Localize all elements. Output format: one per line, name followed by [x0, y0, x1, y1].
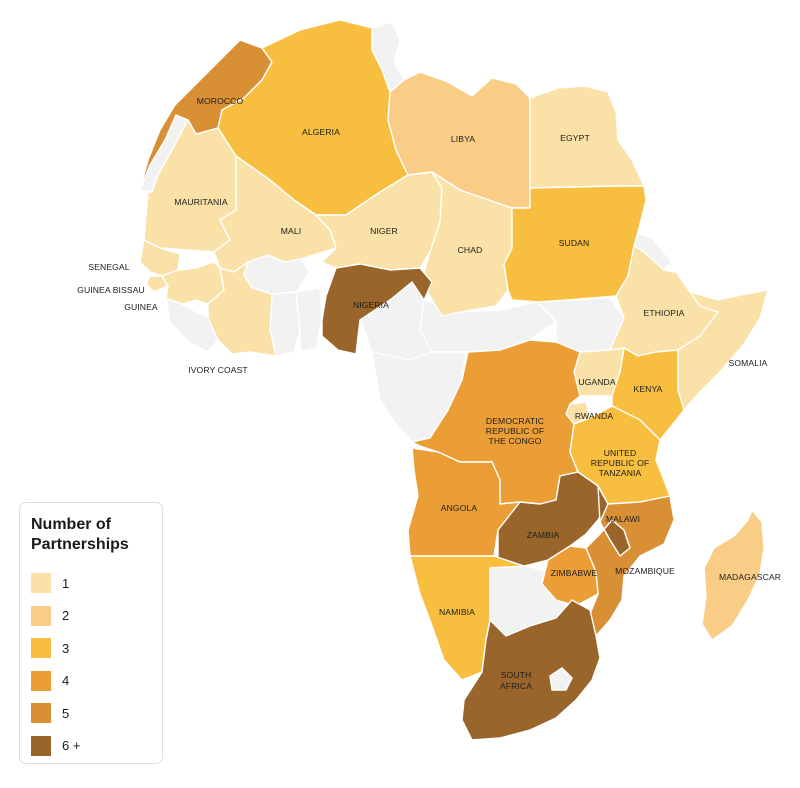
legend-item: 2 — [31, 600, 162, 633]
country-kenya[interactable] — [611, 347, 685, 441]
label-zimbabwe: ZIMBABWE — [551, 568, 598, 578]
svg-text:REPUBLIC OF: REPUBLIC OF — [486, 426, 544, 436]
country-somalia[interactable] — [677, 289, 769, 411]
legend-label: 6 + — [62, 738, 81, 754]
legend: Number of Partnerships 1 2 3 4 5 6 + — [19, 502, 163, 764]
country-zimbabwe[interactable] — [541, 545, 599, 607]
svg-text:UNITED: UNITED — [604, 448, 637, 458]
label-drc: DEMOCRATIC REPUBLIC OF THE CONGO — [486, 416, 544, 446]
label-ethiopia: ETHIOPIA — [644, 308, 685, 318]
legend-label: 1 — [62, 575, 70, 591]
legend-item: 3 — [31, 632, 162, 665]
no-data-countries — [139, 21, 673, 691]
country-ivory-coast[interactable] — [207, 261, 277, 357]
legend-swatch — [31, 735, 51, 756]
country-niger[interactable] — [315, 171, 443, 271]
country-mali[interactable] — [213, 155, 337, 273]
label-madagascar: MADAGASCAR — [719, 572, 781, 582]
country-mozambique[interactable] — [585, 495, 675, 637]
label-libya: LIBYA — [451, 134, 475, 144]
label-niger: NIGER — [370, 226, 398, 236]
legend-title: Number of Partnerships — [31, 516, 129, 553]
label-guinea: GUINEA — [124, 302, 158, 312]
country-sudan[interactable] — [503, 185, 647, 303]
label-malawi: MALAWI — [606, 514, 640, 524]
label-chad: CHAD — [458, 245, 483, 255]
label-mozambique: MOZAMBIQUE — [615, 566, 675, 576]
label-morocco: MOROCCO — [197, 96, 244, 106]
svg-text:THE CONGO: THE CONGO — [489, 436, 542, 446]
svg-text:TANZANIA: TANZANIA — [599, 468, 642, 478]
label-kenya: KENYA — [634, 384, 663, 394]
country-sierra-leone-liberia — [165, 297, 219, 353]
country-guinea-bissau[interactable] — [145, 275, 169, 293]
label-somalia: SOMALIA — [729, 358, 768, 368]
country-nigeria[interactable] — [321, 263, 433, 355]
label-ivory-coast: IVORY COAST — [188, 365, 248, 375]
country-madagascar[interactable] — [701, 509, 765, 641]
label-nigeria: NIGERIA — [353, 300, 389, 310]
label-algeria: ALGERIA — [302, 127, 340, 137]
svg-text:REPUBLIC OF: REPUBLIC OF — [591, 458, 649, 468]
label-angola: ANGOLA — [441, 503, 478, 513]
label-uganda: UGANDA — [578, 377, 616, 387]
legend-label: 4 — [62, 673, 70, 689]
legend-item: 4 — [31, 665, 162, 698]
legend-swatch — [31, 670, 51, 691]
legend-item: 5 — [31, 697, 162, 730]
country-labels: MOROCCO ALGERIA LIBYA EGYPT MAURITANIA M… — [77, 96, 781, 691]
legend-swatch — [31, 638, 51, 659]
country-south-africa[interactable] — [461, 599, 601, 741]
label-guinea-bissau: GUINEA BISSAU — [77, 285, 145, 295]
label-namibia: NAMIBIA — [439, 607, 475, 617]
svg-text:DEMOCRATIC: DEMOCRATIC — [486, 416, 544, 426]
legend-item: 6 + — [31, 730, 162, 763]
label-tanzania: UNITED REPUBLIC OF TANZANIA — [591, 448, 649, 478]
label-rwanda: RWANDA — [575, 411, 613, 421]
legend-label: 2 — [62, 608, 70, 624]
label-zambia: ZAMBIA — [527, 530, 560, 540]
legend-swatch — [31, 573, 51, 594]
label-mali: MALI — [281, 226, 301, 236]
legend-item: 1 — [31, 567, 162, 600]
data-countries — [139, 19, 769, 741]
label-sudan: SUDAN — [559, 238, 590, 248]
label-senegal: SENEGAL — [88, 262, 129, 272]
svg-text:SOUTH: SOUTH — [501, 670, 532, 680]
label-mauritania: MAURITANIA — [174, 197, 228, 207]
legend-label: 3 — [62, 640, 70, 656]
label-south-africa: SOUTH AFRICA — [500, 670, 532, 691]
country-togo-benin — [295, 287, 323, 353]
legend-swatch — [31, 703, 51, 724]
svg-text:AFRICA: AFRICA — [500, 681, 532, 691]
label-egypt: EGYPT — [560, 133, 590, 143]
legend-label: 5 — [62, 705, 70, 721]
legend-swatch — [31, 605, 51, 626]
